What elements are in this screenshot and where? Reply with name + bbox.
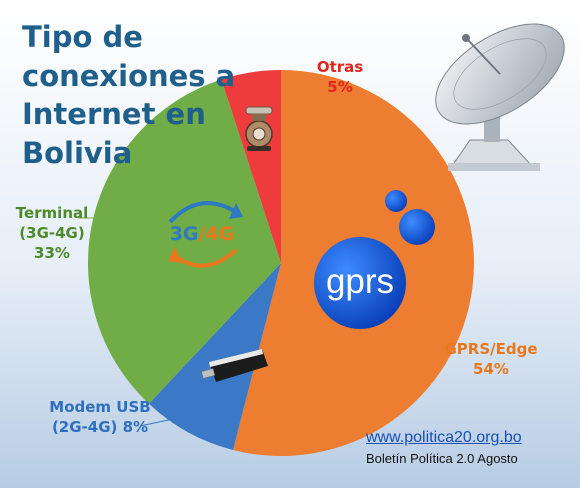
source-link[interactable]: www.politica20.org.bo [366,429,522,446]
3g-4g-icon: 3G/4G [168,201,243,268]
gprs-logo-icon: gprs [314,190,435,329]
slice-label-modem-usb: Modem USB (2G-4G) 8% [49,398,151,436]
pie-slice-terminal [88,79,282,404]
leader-line-modem [139,417,179,427]
slice-label-otras: Otras 5% [316,58,364,96]
telephone-icon [245,106,273,151]
svg-text:gprs: gprs [326,262,394,301]
satellite-dish-icon [435,23,565,171]
pie-slice-otras [221,70,281,263]
pie-slice-modem-usb [148,263,281,450]
usb-modem-icon [201,349,268,382]
svg-text:3G/4G: 3G/4G [170,223,235,245]
slice-label-gprs-edge: GPRS/Edge 54% [444,340,538,378]
chart-title: Tipo de conexiones a Internet en Bolivia [22,20,236,170]
source-credit: Boletín Política 2.0 Agosto [366,451,518,466]
slice-label-terminal: Terminal (3G-4G) 33% [15,204,89,262]
